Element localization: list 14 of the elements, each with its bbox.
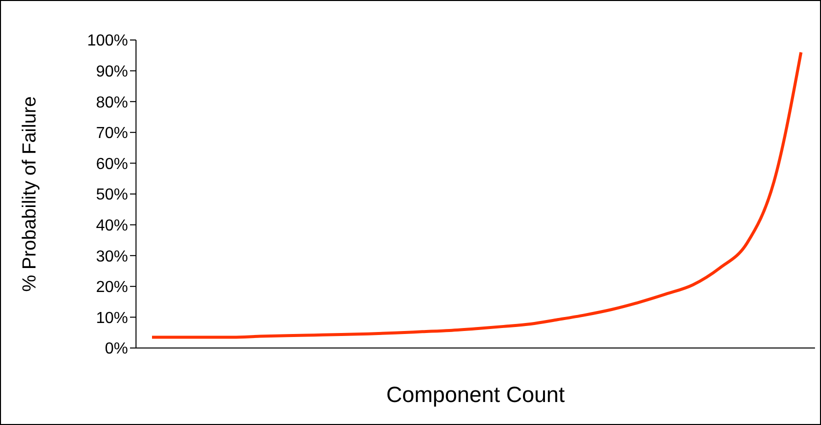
y-tick-label: 80% [96, 94, 128, 112]
y-tick-label: 100% [87, 32, 128, 50]
y-tick-label: 70% [96, 125, 128, 142]
y-tick-label: 60% [96, 156, 128, 173]
x-axis-title: Component Count [386, 382, 565, 407]
y-tick-label: 20% [96, 279, 128, 296]
y-tick-label: 30% [96, 248, 128, 266]
y-tick-label: 0% [104, 340, 128, 358]
y-tick-label: 10% [96, 310, 128, 327]
y-tick-label: 50% [96, 186, 128, 204]
y-tick-label: 40% [96, 217, 128, 234]
y-axis-title: % Probability of Failure [20, 96, 41, 292]
y-tick-label: 90% [96, 63, 128, 80]
line-series [150, 50, 802, 339]
